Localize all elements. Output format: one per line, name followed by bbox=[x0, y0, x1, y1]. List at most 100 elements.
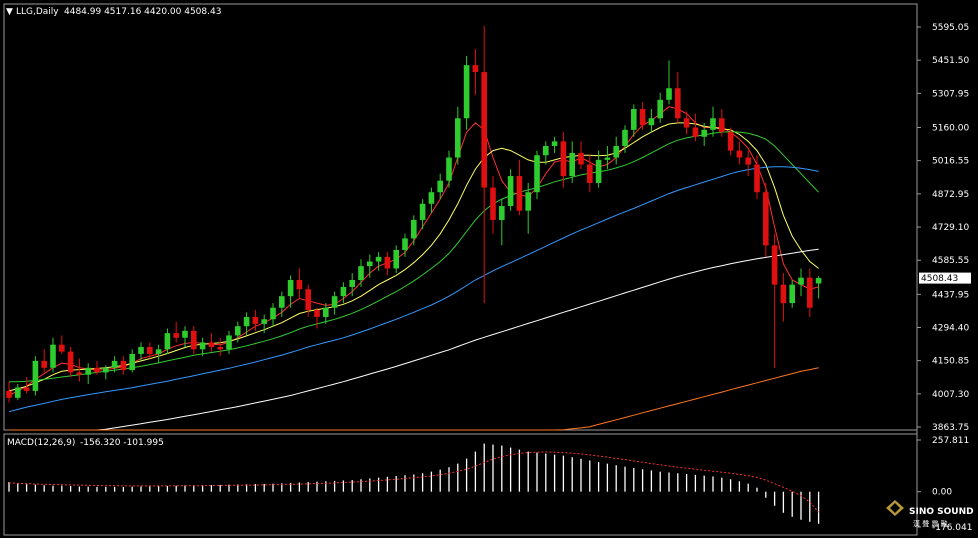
candle-body bbox=[59, 344, 65, 352]
candle-body bbox=[331, 296, 338, 308]
candle-body bbox=[155, 349, 162, 354]
candle-body bbox=[604, 157, 611, 160]
price-axis: 5595.05 5451.50 5307.95 5160.00 5016.55 4872.… bbox=[917, 23, 969, 433]
price-tick-label: 5160.00 bbox=[932, 124, 969, 134]
symbol-dropdown-arrow[interactable]: ▼ bbox=[6, 7, 13, 17]
macd-tick-label: -176.041 bbox=[932, 523, 972, 533]
candle-body bbox=[340, 286, 347, 297]
price-tick-label: 4437.95 bbox=[932, 290, 969, 300]
candle-body bbox=[208, 342, 215, 348]
candle-body bbox=[815, 278, 822, 284]
logo-diamond-inner-icon bbox=[890, 503, 900, 513]
candle-body bbox=[683, 118, 690, 128]
candle-body bbox=[622, 129, 628, 146]
candle-body bbox=[631, 109, 637, 130]
price-tick-label: 4294.40 bbox=[932, 324, 969, 334]
candle-body bbox=[375, 256, 382, 262]
candle-body bbox=[217, 347, 223, 350]
price-tick-label: 4585.55 bbox=[932, 256, 969, 266]
candle-body bbox=[551, 141, 558, 146]
candle-body bbox=[763, 192, 769, 246]
candle-body bbox=[94, 367, 100, 373]
candle-body bbox=[534, 155, 540, 193]
macd-tick-label: 257.811 bbox=[932, 436, 969, 446]
candle-body bbox=[287, 280, 294, 297]
candle-body bbox=[639, 109, 646, 126]
candle-body bbox=[173, 333, 179, 338]
candle-body bbox=[736, 150, 743, 158]
candle-body bbox=[314, 310, 320, 317]
price-tick-label: 5595.05 bbox=[932, 23, 969, 33]
candle-body bbox=[296, 280, 303, 290]
candle-body bbox=[701, 129, 707, 137]
candle-body bbox=[15, 387, 21, 398]
price-tick-label: 4872.95 bbox=[932, 190, 969, 200]
candle-body bbox=[543, 145, 549, 156]
candle-body bbox=[243, 316, 250, 327]
candle-body bbox=[595, 159, 602, 183]
candle-body bbox=[6, 390, 12, 398]
candle-body bbox=[23, 387, 30, 391]
candle-body bbox=[499, 206, 505, 220]
candle-body bbox=[67, 351, 74, 373]
logo-subtext: 漢 聲 震 融 bbox=[913, 519, 948, 528]
candle-body bbox=[419, 203, 426, 220]
candle-body bbox=[411, 219, 417, 239]
ohlc-readout: 4484.99 4517.16 4420.00 4508.43 bbox=[64, 7, 221, 17]
candle-body bbox=[428, 192, 435, 204]
candle-body bbox=[472, 65, 479, 73]
candle-body bbox=[692, 127, 699, 137]
price-tick-label: 3863.75 bbox=[932, 423, 969, 433]
candle-body bbox=[771, 245, 778, 285]
macd-axis: 257.811 0.00 -176.041 bbox=[917, 436, 972, 533]
candle-body bbox=[270, 307, 276, 320]
macd-indicator bbox=[8, 443, 820, 524]
candle-body bbox=[657, 99, 663, 119]
price-tick-label: 4729.10 bbox=[932, 223, 969, 233]
ma-line-orange bbox=[9, 367, 819, 431]
candle-body bbox=[393, 249, 399, 269]
candle-body bbox=[587, 164, 593, 183]
candle-body bbox=[490, 187, 496, 220]
candle-body bbox=[648, 118, 655, 126]
candle-body bbox=[613, 145, 619, 158]
candle-body bbox=[41, 360, 47, 368]
candle-body bbox=[182, 330, 188, 338]
candle-body bbox=[305, 289, 311, 311]
price-tick-label: 5451.50 bbox=[932, 56, 969, 66]
candle-body bbox=[279, 296, 285, 308]
candle-body bbox=[226, 335, 232, 350]
candle-body bbox=[463, 65, 470, 119]
candle-body bbox=[120, 360, 127, 371]
candle-body bbox=[789, 284, 795, 304]
macd-signal-line bbox=[8, 451, 819, 513]
candle-body bbox=[727, 132, 734, 151]
candle-body bbox=[446, 157, 452, 181]
candle-body bbox=[103, 367, 109, 373]
ma-line-white bbox=[9, 248, 819, 431]
candle-body bbox=[349, 280, 355, 287]
candle-body bbox=[85, 367, 91, 375]
candle-body bbox=[76, 372, 83, 375]
symbol-title: LLG,Daily bbox=[16, 7, 59, 17]
price-tick-label: 5307.95 bbox=[932, 89, 969, 99]
candle-body bbox=[578, 152, 584, 165]
candle-body bbox=[402, 238, 408, 250]
candle-body bbox=[719, 118, 725, 133]
candles bbox=[6, 25, 822, 403]
candle-body bbox=[358, 266, 364, 281]
candle-body bbox=[252, 316, 259, 324]
candle-body bbox=[666, 88, 672, 100]
candle-body bbox=[710, 118, 716, 130]
candle-body bbox=[199, 342, 206, 350]
macd-tick-label: 0.00 bbox=[932, 488, 952, 498]
candle-body bbox=[516, 176, 523, 211]
candle-body bbox=[798, 277, 804, 285]
candle-body bbox=[50, 344, 56, 368]
price-tick-label: 4007.30 bbox=[932, 390, 969, 400]
candle-body bbox=[32, 360, 39, 391]
candle-body bbox=[235, 326, 241, 336]
logo-text: SINO SOUND bbox=[909, 507, 974, 517]
candle-body bbox=[481, 72, 487, 188]
